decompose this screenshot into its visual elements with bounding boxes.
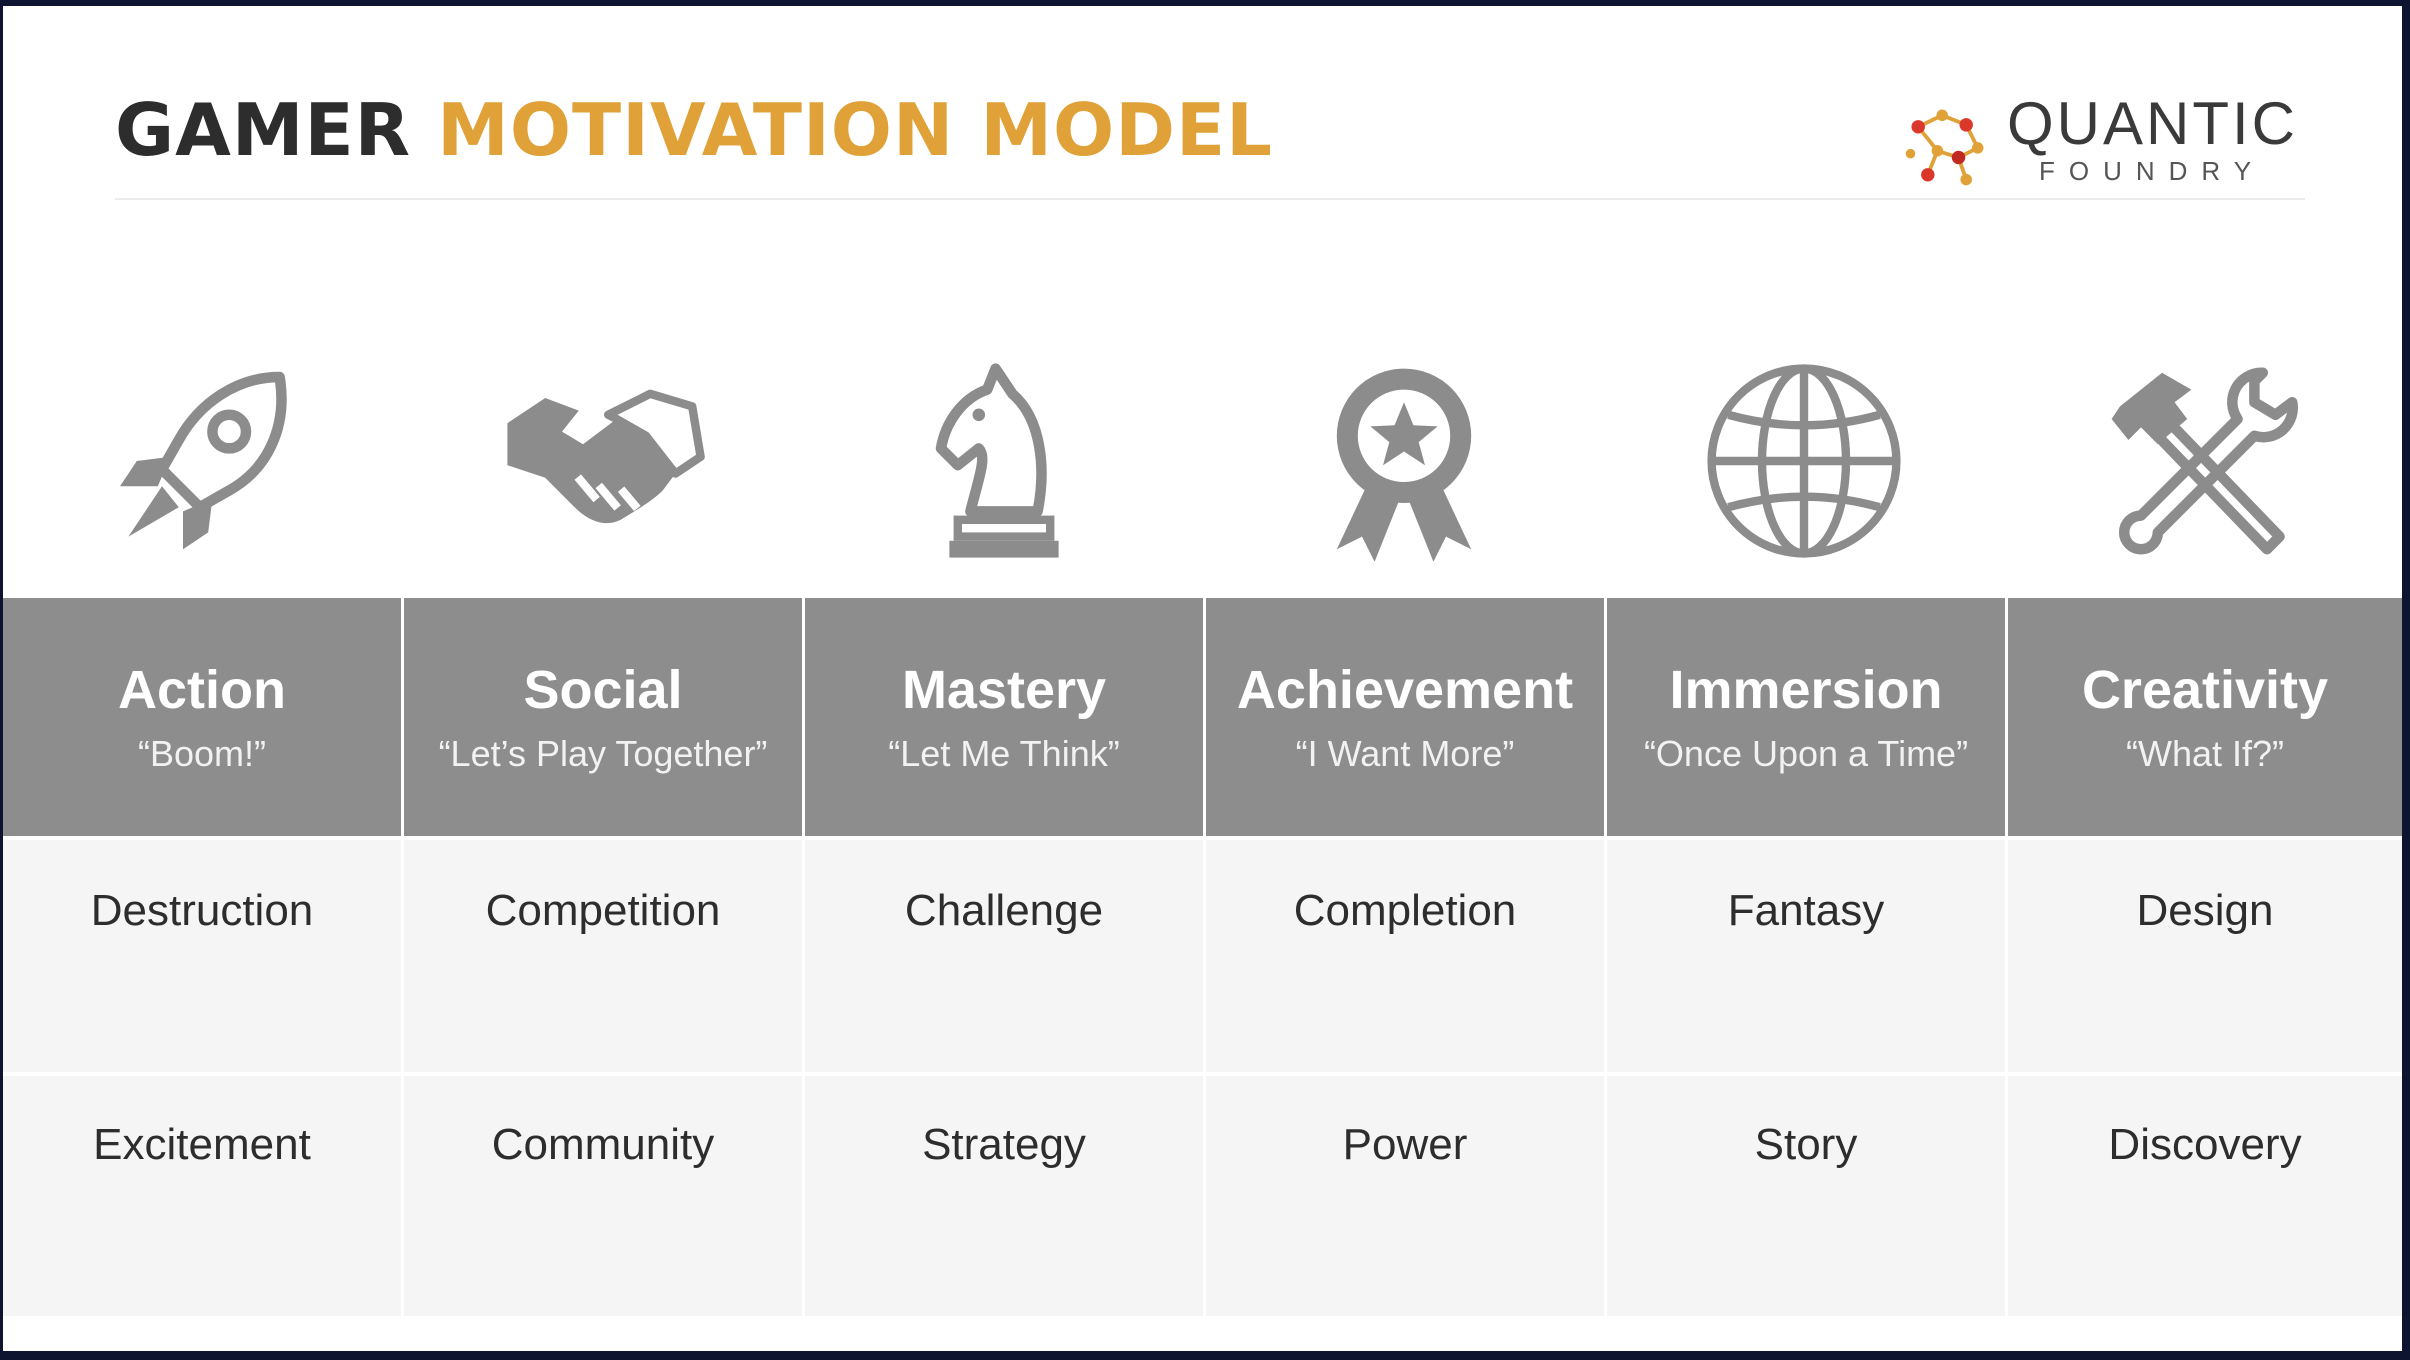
logo-name: QUANTIC bbox=[2007, 90, 2298, 157]
column-immersion: Immersion “Once Upon a Time” Fantasy Sto… bbox=[1607, 598, 2005, 1316]
chess-knight-icon bbox=[935, 363, 1059, 558]
column-tagline: “I Want More” bbox=[1295, 732, 1515, 774]
column-title: Mastery bbox=[901, 659, 1107, 720]
column-header: Mastery “Let Me Think” bbox=[805, 598, 1203, 836]
grid-cell: Competition bbox=[404, 840, 802, 1072]
grid-cell: Challenge bbox=[805, 840, 1203, 1072]
column-header: Creativity “What If?” bbox=[2008, 598, 2402, 836]
column-title: Creativity bbox=[2081, 659, 2329, 720]
column-mastery: Mastery “Let Me Think” Challenge Strateg… bbox=[805, 598, 1203, 1316]
column-title: Immersion bbox=[1669, 659, 1943, 720]
grid-cell: Design bbox=[2008, 840, 2402, 1072]
grid-cell: Power bbox=[1206, 1076, 1604, 1316]
molecule-network-icon bbox=[1905, 109, 1984, 186]
column-creativity: Creativity “What If?” Design Discovery bbox=[2008, 598, 2402, 1316]
mastery-icon-slot bbox=[803, 346, 1205, 576]
column-title: Achievement bbox=[1236, 659, 1574, 720]
rocket-icon bbox=[120, 371, 287, 550]
column-action: Action “Boom!” Destruction Excitement bbox=[3, 598, 401, 1316]
grid-cell: Story bbox=[1607, 1076, 2005, 1316]
hammer-wrench-icon bbox=[2111, 367, 2298, 555]
handshake-icon bbox=[507, 389, 705, 524]
grid-cell: Community bbox=[404, 1076, 802, 1316]
column-achievement: Achievement “I Want More” Completion Pow… bbox=[1206, 598, 1604, 1316]
immersion-icon-slot bbox=[1603, 346, 2005, 576]
column-title: Social bbox=[523, 659, 683, 720]
column-social: Social “Let’s Play Together” Competition… bbox=[404, 598, 802, 1316]
column-header: Immersion “Once Upon a Time” bbox=[1607, 598, 2005, 836]
grid-cell: Strategy bbox=[805, 1076, 1203, 1316]
quantic-foundry-logo: QUANTIC FOUNDRY bbox=[1899, 92, 2319, 192]
bottom-strip bbox=[3, 1324, 2402, 1351]
page-title: GAMER MOTIVATION MODEL bbox=[115, 94, 1273, 166]
column-header: Action “Boom!” bbox=[3, 598, 401, 836]
grid-cell: Destruction bbox=[3, 840, 401, 1072]
column-tagline: “What If?” bbox=[2125, 732, 2285, 774]
social-icon-slot bbox=[403, 346, 805, 576]
column-tagline: “Let’s Play Together” bbox=[438, 732, 768, 774]
grid-cell: Discovery bbox=[2008, 1076, 2402, 1316]
column-tagline: “Let Me Think” bbox=[888, 732, 1120, 774]
grid-cell: Excitement bbox=[3, 1076, 401, 1316]
title-word-gamer: GAMER bbox=[115, 88, 412, 172]
creativity-icon-slot bbox=[2003, 346, 2402, 576]
motivation-grid: Action “Boom!” Destruction Excitement So… bbox=[3, 598, 2402, 1316]
column-title: Action bbox=[118, 659, 286, 720]
grid-cell: Completion bbox=[1206, 840, 1604, 1072]
grid-cell: Fantasy bbox=[1607, 840, 2005, 1072]
logo-subtitle: FOUNDRY bbox=[2039, 156, 2266, 186]
motivation-icons-row bbox=[3, 346, 2402, 576]
column-header: Social “Let’s Play Together” bbox=[404, 598, 802, 836]
column-header: Achievement “I Want More” bbox=[1206, 598, 1604, 836]
action-icon-slot bbox=[3, 346, 405, 576]
slide: GAMER MOTIVATION MODEL QUANTIC FOUNDRY bbox=[3, 6, 2402, 1351]
column-tagline: “Boom!” bbox=[137, 732, 267, 774]
award-ribbon-icon bbox=[1336, 368, 1472, 562]
achievement-icon-slot bbox=[1203, 346, 1605, 576]
column-tagline: “Once Upon a Time” bbox=[1643, 732, 1969, 774]
title-word-motivation-model: MOTIVATION MODEL bbox=[437, 88, 1274, 172]
title-divider bbox=[115, 198, 2305, 200]
globe-icon bbox=[1707, 364, 1901, 558]
